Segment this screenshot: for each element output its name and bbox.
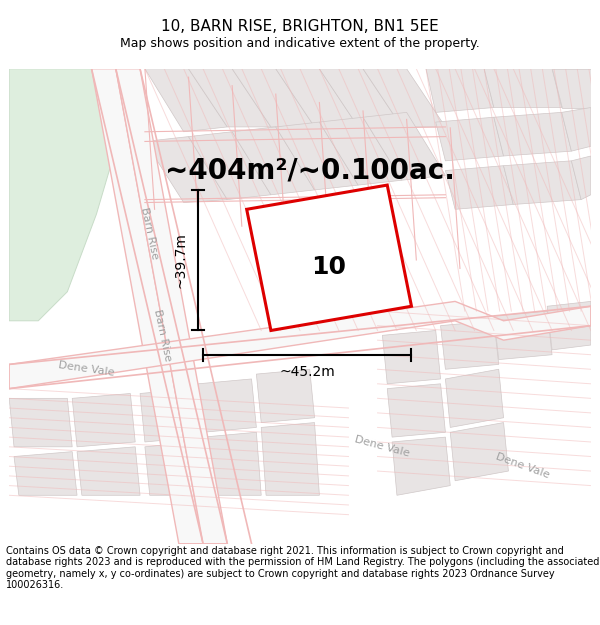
Polygon shape bbox=[232, 69, 314, 127]
Text: ~45.2m: ~45.2m bbox=[280, 365, 335, 379]
Polygon shape bbox=[426, 69, 494, 112]
Polygon shape bbox=[145, 69, 227, 132]
Polygon shape bbox=[363, 112, 445, 180]
Polygon shape bbox=[363, 69, 445, 127]
Text: 10: 10 bbox=[311, 256, 347, 279]
Text: ~404m²/~0.100ac.: ~404m²/~0.100ac. bbox=[165, 156, 455, 184]
Text: Barn Rise: Barn Rise bbox=[152, 308, 173, 362]
Polygon shape bbox=[9, 69, 121, 321]
Polygon shape bbox=[552, 69, 591, 108]
Text: Dene Vale: Dene Vale bbox=[58, 361, 115, 378]
Polygon shape bbox=[140, 389, 198, 442]
Polygon shape bbox=[571, 156, 591, 199]
Polygon shape bbox=[116, 69, 227, 544]
Polygon shape bbox=[72, 394, 135, 447]
Polygon shape bbox=[261, 422, 319, 495]
Polygon shape bbox=[445, 369, 503, 428]
Polygon shape bbox=[382, 331, 440, 384]
Polygon shape bbox=[14, 452, 77, 495]
Text: Dene Vale: Dene Vale bbox=[495, 452, 551, 481]
Polygon shape bbox=[188, 69, 271, 127]
Polygon shape bbox=[232, 127, 314, 195]
Polygon shape bbox=[319, 69, 402, 127]
Polygon shape bbox=[450, 422, 508, 481]
Text: ~39.7m: ~39.7m bbox=[174, 232, 188, 288]
Polygon shape bbox=[392, 437, 450, 495]
Polygon shape bbox=[494, 112, 571, 156]
Polygon shape bbox=[276, 69, 358, 127]
Polygon shape bbox=[9, 301, 591, 389]
Text: 10, BARN RISE, BRIGHTON, BN1 5EE: 10, BARN RISE, BRIGHTON, BN1 5EE bbox=[161, 19, 439, 34]
Polygon shape bbox=[198, 379, 256, 432]
Polygon shape bbox=[77, 447, 140, 495]
Polygon shape bbox=[145, 442, 203, 495]
Polygon shape bbox=[387, 384, 445, 437]
Polygon shape bbox=[145, 137, 227, 202]
Polygon shape bbox=[445, 166, 513, 209]
Polygon shape bbox=[276, 122, 358, 190]
Polygon shape bbox=[92, 69, 203, 544]
Polygon shape bbox=[440, 321, 499, 369]
Polygon shape bbox=[547, 301, 591, 350]
Polygon shape bbox=[256, 369, 314, 423]
Text: Dene Vale: Dene Vale bbox=[354, 434, 411, 459]
Polygon shape bbox=[188, 132, 271, 199]
Polygon shape bbox=[203, 432, 261, 495]
Polygon shape bbox=[484, 69, 562, 108]
Polygon shape bbox=[436, 118, 503, 161]
Text: Barn Rise: Barn Rise bbox=[139, 207, 160, 261]
Polygon shape bbox=[9, 398, 72, 447]
Polygon shape bbox=[562, 107, 591, 151]
Polygon shape bbox=[503, 161, 581, 204]
Text: Contains OS data © Crown copyright and database right 2021. This information is : Contains OS data © Crown copyright and d… bbox=[6, 546, 599, 591]
Polygon shape bbox=[494, 311, 552, 359]
Text: Map shows position and indicative extent of the property.: Map shows position and indicative extent… bbox=[120, 38, 480, 50]
Polygon shape bbox=[247, 185, 412, 331]
Polygon shape bbox=[319, 118, 402, 185]
